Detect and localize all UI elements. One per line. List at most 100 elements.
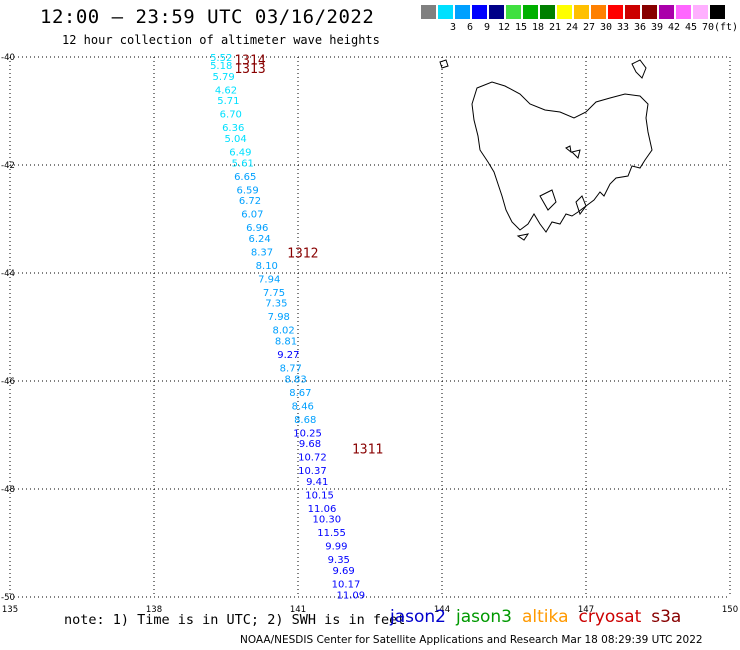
legend-label: 9 [483,22,491,33]
wave-height-label: 9.69 [332,566,354,577]
wave-height-label: 8.02 [272,326,294,337]
lake-outline-3 [565,145,572,154]
wave-height-label: 8.68 [294,415,316,426]
y-tick-label: -42 [1,161,15,171]
legend-label: 36 [633,22,647,33]
wave-height-label: 9.27 [277,350,299,361]
wave-height-label: 6.65 [234,172,256,183]
legend-swatch [608,5,623,19]
chart-title: 12:00 – 23:59 UTC 03/16/2022 [40,6,375,28]
wave-height-values: 5.525.185.79 4.625.71 6.70 6.365.04 6.495.61… [210,53,365,601]
x-tick-label: 147 [578,605,594,615]
pass-number-label: 1314 [234,54,265,69]
lat-lon-grid [9,56,731,598]
wave-height-label: 8.83 [284,374,306,385]
legend-label: 6 [466,22,474,33]
y-tick-label: -44 [1,269,15,279]
wave-height-label: 6.72 [239,196,261,207]
wave-height-label: 10.72 [298,453,327,464]
satellite-legend-item: cryosat [578,607,642,627]
wave-height-label: 8.67 [289,388,311,399]
legend-label: 12 [497,22,511,33]
pass-number-label: 1312 [287,246,318,261]
y-tick-label: -50 [1,593,15,603]
legend-swatch [591,5,606,19]
credit-line: NOAA/NESDIS Center for Satellite Applica… [240,634,703,646]
x-tick-label: 150 [722,605,738,615]
wave-height-label: 10.17 [332,580,361,591]
wave-height-label: 10.25 [293,428,322,439]
y-tick-label: -40 [1,53,15,63]
flinders-island-outline [631,59,647,79]
footnote: note: 1) Time is in UTC; 2) SWH is in fe… [64,612,406,628]
wave-height-label: 8.46 [292,401,314,412]
pass-number-label: 1311 [352,443,383,458]
legend-swatch [625,5,640,19]
wave-height-label: 9.68 [299,439,321,450]
satellite-legend-item: jason3 [456,607,512,627]
wave-height-label: 9.41 [306,477,328,488]
wave-height-label: 6.96 [246,223,268,234]
legend-swatch [642,5,657,19]
legend-swatch [710,5,725,19]
legend-swatch [455,5,470,19]
tasmania-main-outline [471,81,653,233]
wave-height-label: 11.06 [308,504,337,515]
wave-height-label: 7.35 [265,299,287,310]
wave-height-label: 6.36 [222,123,244,134]
pass-number-label: 1313 [234,62,265,77]
wave-height-label: 8.37 [251,247,273,258]
y-tick-label: -46 [1,377,15,387]
wave-height-label: 6.24 [248,234,270,245]
wave-height-label: 7.94 [258,274,280,285]
wave-height-label: 10.30 [312,515,341,526]
legend-label: 15 [514,22,528,33]
legend-swatch [523,5,538,19]
tasmania-coastline [439,59,653,241]
legend-swatch [557,5,572,19]
wave-height-label: 6.59 [236,185,258,196]
satellite-legend: jason2 jason3 altika cryosat s3a [390,607,691,627]
satellite-legend-item: s3a [651,607,682,627]
legend-label: 33 [616,22,630,33]
legend-swatch [421,5,436,19]
legend-swatch [676,5,691,19]
legend-label: (ft) [714,22,739,33]
wave-height-label: 11.09 [336,590,365,601]
lake-outline-2 [539,189,557,211]
wave-height-label: 6.70 [220,110,242,121]
wave-height-label: 7.98 [268,312,290,323]
legend-swatch [438,5,453,19]
legend-label: 21 [548,22,562,33]
wave-height-label: 5.61 [232,158,254,169]
wave-height-label: 10.15 [305,490,334,501]
legend-label: 18 [531,22,545,33]
x-tick-label: 138 [146,605,162,615]
legend-label: 30 [599,22,613,33]
wave-height-label: 5.71 [217,96,239,107]
wave-height-label: 8.10 [256,261,278,272]
wave-height-label: 9.99 [325,542,347,553]
wave-height-label: 6.07 [241,210,263,221]
satellite-legend-item: altika [522,607,569,627]
wave-height-label: 6.49 [229,148,251,159]
wave-height-label: 7.75 [263,288,285,299]
legend-label: 42 [667,22,681,33]
wave-height-label: 5.18 [210,61,232,72]
legend-swatch [472,5,487,19]
legend-swatch [540,5,555,19]
axis-tick-labels: 135 138 141 144 147 150 -40 -42 -44 -46 -48 -50 [1,53,738,615]
wave-height-label: 5.04 [224,134,246,145]
wave-height-label: 5.52 [210,53,232,64]
legend-label: 3 [449,22,457,33]
lake-outline-1 [571,149,581,159]
legend-swatch [489,5,504,19]
lake-outline-4 [516,233,530,241]
king-island-outline [439,59,449,69]
legend-label: 39 [650,22,664,33]
x-tick-label: 144 [434,605,450,615]
wave-height-label: 10.37 [298,466,327,477]
legend-label: 27 [582,22,596,33]
legend-label: 24 [565,22,579,33]
